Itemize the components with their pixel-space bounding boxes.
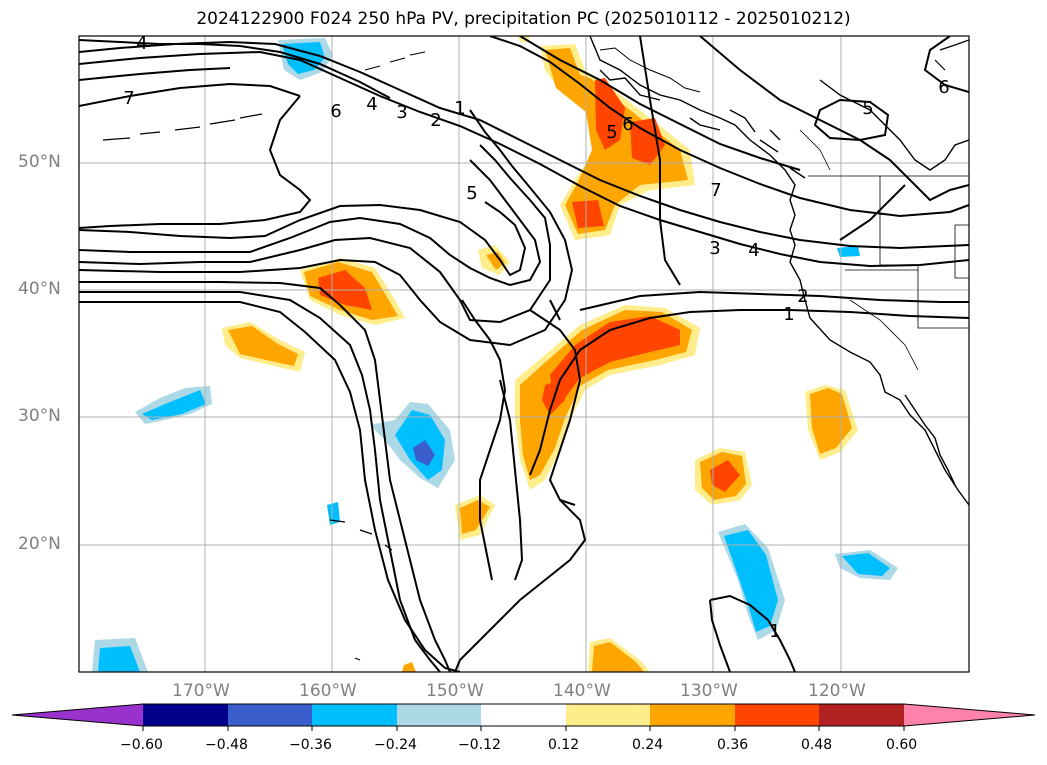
- contour-label: 2: [797, 286, 808, 307]
- pos-precip-blob: [228, 326, 298, 366]
- contour-label: 3: [709, 238, 720, 259]
- neg-precip-blob: [142, 390, 206, 420]
- colorbar-segment: [819, 704, 904, 726]
- pos-precip-blob: [710, 460, 740, 492]
- neg-precip-blob: [98, 646, 140, 672]
- contour-label: 7: [710, 180, 721, 201]
- contour-label: 4: [136, 33, 147, 54]
- colorbar-segment: [312, 704, 397, 726]
- precip-shading: [92, 36, 898, 672]
- colorbar-tick-label: −0.60: [120, 737, 163, 753]
- contour-label: 3: [396, 102, 407, 123]
- lon-label: 130°W: [680, 681, 738, 701]
- contour-label: 5: [862, 98, 873, 119]
- colorbar-tick-label: −0.24: [374, 737, 417, 753]
- colorbar-segment: [143, 704, 228, 726]
- contour-label: 7: [123, 88, 134, 109]
- pos-precip-blob: [592, 642, 644, 672]
- colorbar-segment: [735, 704, 819, 726]
- colorbar: [11, 703, 1036, 731]
- map-frame: [78, 35, 970, 673]
- colorbar-tick-label: 0.60: [886, 737, 918, 753]
- colorbar-extend-left: [12, 704, 143, 726]
- contour-label: 6: [330, 101, 341, 122]
- colorbar-segment: [650, 704, 735, 726]
- contour-label: 2: [430, 110, 441, 131]
- colorbar-tick-label: −0.48: [205, 737, 248, 753]
- lat-label: 50°N: [18, 152, 61, 172]
- contour-label-group: 4 7 6 4 3 2 1 5 5 6 7 3 4 2 1 1 5 6: [123, 33, 949, 642]
- contour-label: 6: [622, 114, 633, 135]
- contour-label: 1: [783, 304, 794, 325]
- pos-precip-blob: [520, 310, 692, 480]
- colorbar-segment: [481, 704, 566, 726]
- neg-precip-blob: [837, 246, 860, 257]
- contour-label: 5: [606, 122, 617, 143]
- pos-precip-blob: [550, 316, 680, 410]
- lon-label: 140°W: [553, 681, 611, 701]
- pos-precip-blob: [460, 500, 490, 534]
- lat-label: 20°N: [18, 534, 61, 554]
- lon-label: 170°W: [172, 681, 230, 701]
- colorbar-extend-right: [904, 704, 1035, 726]
- contour-label: 5: [466, 183, 477, 204]
- contour-label: 6: [938, 77, 949, 98]
- pos-precip-blob: [572, 200, 604, 228]
- neg-precip-blob: [842, 553, 890, 576]
- colorbar-tick-label: −0.12: [458, 737, 501, 753]
- contour-label: 1: [769, 621, 780, 642]
- contour-label: 4: [366, 94, 377, 115]
- colorbar-segment: [566, 704, 650, 726]
- neg-precip-blob: [724, 530, 778, 632]
- pos-precip-blob: [630, 118, 665, 165]
- neg-precip-blob: [413, 440, 435, 466]
- lat-label: 30°N: [18, 406, 61, 426]
- map-title: 2024122900 F024 250 hPa PV, precipitatio…: [196, 9, 851, 29]
- colorbar-tick-label: −0.36: [289, 737, 332, 753]
- lon-label: 160°W: [299, 681, 357, 701]
- colorbar-segment: [397, 704, 481, 726]
- pos-precip-blob: [486, 252, 505, 270]
- lat-label: 40°N: [18, 279, 61, 299]
- coastlines: [102, 36, 969, 661]
- colorbar-tick-label: 0.12: [548, 737, 580, 753]
- colorbar-tick-label: 0.24: [632, 737, 664, 753]
- contour-label: 1: [454, 98, 465, 119]
- lon-label: 150°W: [426, 681, 484, 701]
- colorbar-tick-label: 0.36: [717, 737, 749, 753]
- colorbar-tick-label: 0.48: [801, 737, 833, 753]
- pos-precip-blob: [595, 78, 625, 150]
- neg-precip-blob: [327, 502, 340, 525]
- lon-label: 120°W: [808, 681, 866, 701]
- map-gridlines: [79, 36, 969, 672]
- pv-contours: [79, 36, 969, 672]
- colorbar-segment: [228, 704, 312, 726]
- contour-label: 4: [748, 240, 759, 261]
- pos-precip-blob: [402, 662, 416, 672]
